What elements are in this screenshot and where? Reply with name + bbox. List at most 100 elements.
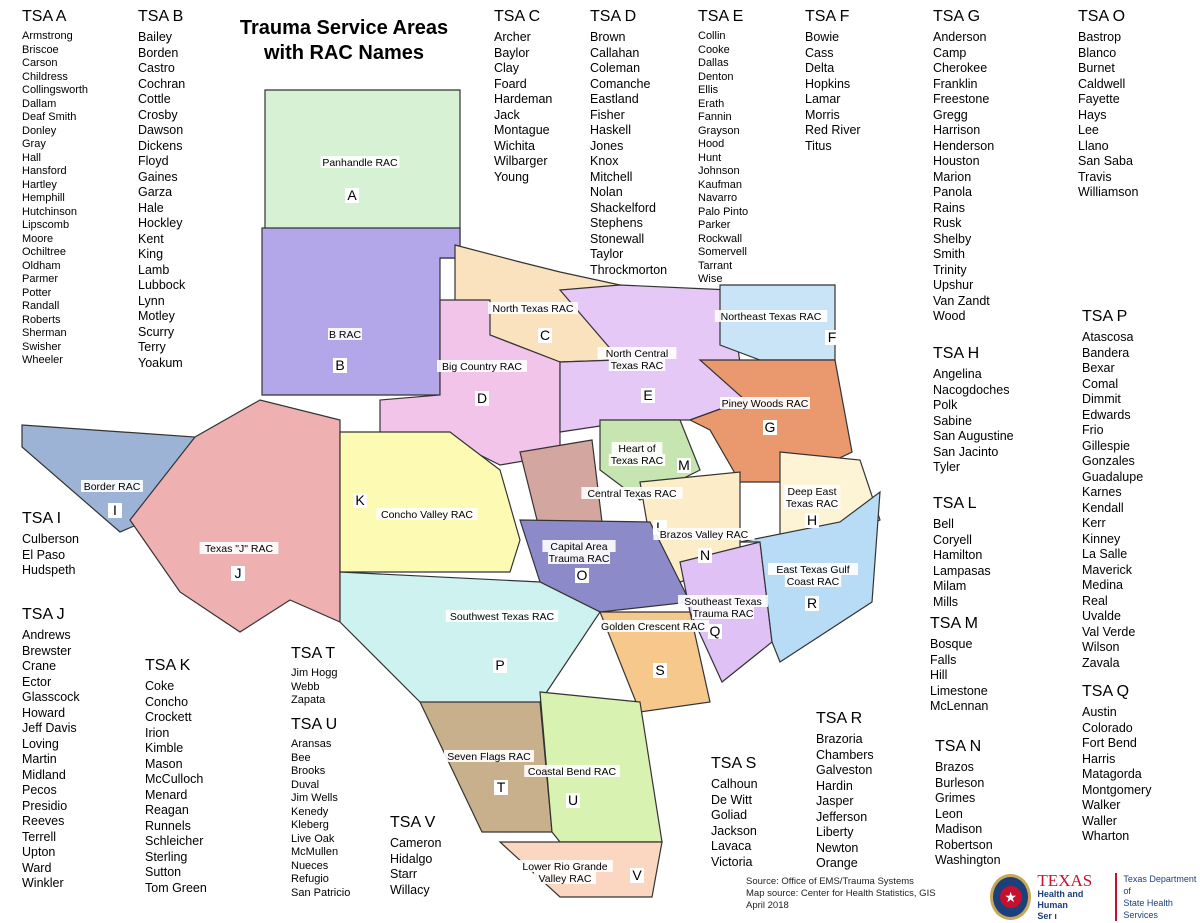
county-item: Reagan (145, 803, 189, 817)
tsa-letter: L (656, 519, 664, 535)
rac-label-bg (720, 397, 810, 409)
tsa-header: TSA F (805, 8, 850, 25)
rac-label-bg (517, 860, 613, 872)
county-item: Trinity (933, 262, 967, 277)
county-item: Titus (805, 138, 832, 153)
county-item: Howard (22, 705, 66, 720)
tsa-letter: P (495, 657, 504, 673)
county-item: Bell (933, 517, 954, 531)
county-item: Potter (22, 286, 52, 299)
county-item: Lubbock (138, 278, 186, 292)
county-item: Archer (494, 30, 531, 44)
county-item: Dawson (138, 123, 184, 137)
tsa-letter: V (632, 867, 642, 883)
county-item: Kleberg (291, 819, 329, 831)
county-item: Washington (935, 853, 1001, 867)
county-item: Caldwell (1078, 76, 1126, 91)
rac-label-bg (611, 442, 663, 454)
county-item: Blanco (1078, 45, 1117, 60)
rac-label: Panhandle RAC (322, 157, 398, 169)
county-item: Wood (933, 309, 966, 323)
tsa-letter: U (568, 792, 578, 808)
county-item: Terry (138, 340, 166, 354)
rac-label-bg (783, 485, 841, 497)
county-item: Nueces (291, 859, 329, 872)
tsa-list-q: TSA Q Austin Colorado Fort Bend Harris Matago… (1082, 683, 1151, 845)
tsa-letter: G (765, 419, 776, 435)
texas-seal-icon: ★ (990, 874, 1032, 920)
county-item: Jim Wells (291, 792, 338, 804)
county-item: Midland (22, 767, 66, 782)
tsa-list-o: TSA O Bastrop Blanco Burnet Caldwell Fayette H… (1078, 8, 1138, 201)
tsa-letter-bg (763, 420, 777, 435)
county-item: Bee (291, 751, 311, 764)
county-item: Cooke (698, 43, 730, 56)
county-item: Stonewall (590, 231, 645, 246)
county-item: Gonzales (1082, 454, 1135, 468)
county-item: Culberson (22, 532, 79, 546)
county-item: San Patricio (291, 886, 351, 899)
county-item: Scurry (138, 324, 175, 339)
tsa-letter-bg (108, 503, 122, 518)
tsa-letter: E (643, 387, 652, 403)
county-item: Castro (138, 61, 175, 75)
county-item: Runnels (145, 818, 191, 833)
tsa-letter: O (577, 567, 588, 583)
county-item: Delta (805, 61, 835, 75)
county-item: Moore (22, 232, 54, 245)
tsa-list-b: TSA B Bailey Borden Castro Cochran Cottle Cros… (138, 8, 185, 371)
county-item: Val Verde (1082, 624, 1136, 639)
county-item: Duval (291, 778, 320, 791)
county-item: Waller (1082, 813, 1117, 828)
tsa-list-u: TSA U Aransas Bee Brooks Duval Jim Wells Kened… (291, 716, 350, 900)
county-item: Tyler (933, 460, 961, 474)
rac-label: Deep East Texas RAC (786, 486, 839, 510)
tsa-letter-bg (493, 658, 507, 673)
date-line: April 2018 (746, 900, 789, 911)
county-item: Wise (698, 273, 723, 285)
logo-texas: TEXAS (1037, 871, 1093, 890)
county-item: Shelby (933, 231, 972, 246)
tsa-list-e: TSA E Collin Cooke Dallas Denton Ellis Erath Fa… (698, 8, 748, 287)
county-item: Karnes (1082, 485, 1122, 499)
county-item: Winkler (22, 876, 64, 890)
county-item: Rockwall (698, 232, 743, 245)
county-item: Harris (1082, 751, 1116, 766)
county-item: Atascosa (1082, 330, 1134, 344)
county-item: Jones (590, 138, 624, 153)
county-item: Real (1082, 593, 1108, 608)
county-item: Collin (698, 30, 726, 42)
county-item: Panola (933, 185, 972, 199)
tsa-list-p: TSA P Atascosa Bandera Bexar Comal Dimmit Edwa… (1082, 308, 1143, 671)
tsa-letter: S (655, 662, 664, 678)
rac-label-bg (534, 872, 596, 884)
county-item: Sutton (145, 865, 182, 879)
county-item: Palo Pinto (698, 205, 749, 218)
county-item: San Jacinto (933, 444, 999, 459)
county-item: Nacogdoches (933, 382, 1010, 397)
county-item: Parker (698, 219, 731, 231)
county-item: Hays (1078, 107, 1107, 122)
county-item: Hemphill (22, 192, 65, 204)
county-item: Swisher (22, 340, 62, 353)
county-item: Tarrant (698, 259, 733, 272)
county-item: Upton (22, 845, 56, 859)
county-item: Knox (590, 154, 619, 168)
county-item: Bastrop (1078, 30, 1122, 44)
county-item: Kenedy (291, 805, 329, 818)
county-item: El Paso (22, 547, 66, 562)
tsa-header: TSA T (291, 645, 336, 662)
rac-label-bg (199, 542, 279, 554)
county-item: Hopkins (805, 76, 851, 91)
county-item: Mason (145, 756, 183, 771)
tsa-list-r: TSA R Brazoria Chambers Galveston Hardin Jasp… (816, 710, 874, 872)
rac-label: North Texas RAC (493, 303, 574, 315)
county-item: Cottle (138, 92, 171, 106)
county-item: Burnet (1078, 61, 1115, 75)
tsa-list-a: TSA A Armstrong Briscoe Carson Childress Coll… (22, 8, 88, 368)
rac-label: B RAC (329, 329, 362, 341)
county-item: Medina (1082, 578, 1123, 592)
county-item: Brooks (291, 765, 326, 777)
tsa-list-d: TSA D Brown Callahan Coleman Comanche Eastlan… (590, 8, 667, 278)
county-item: Burleson (935, 775, 985, 790)
